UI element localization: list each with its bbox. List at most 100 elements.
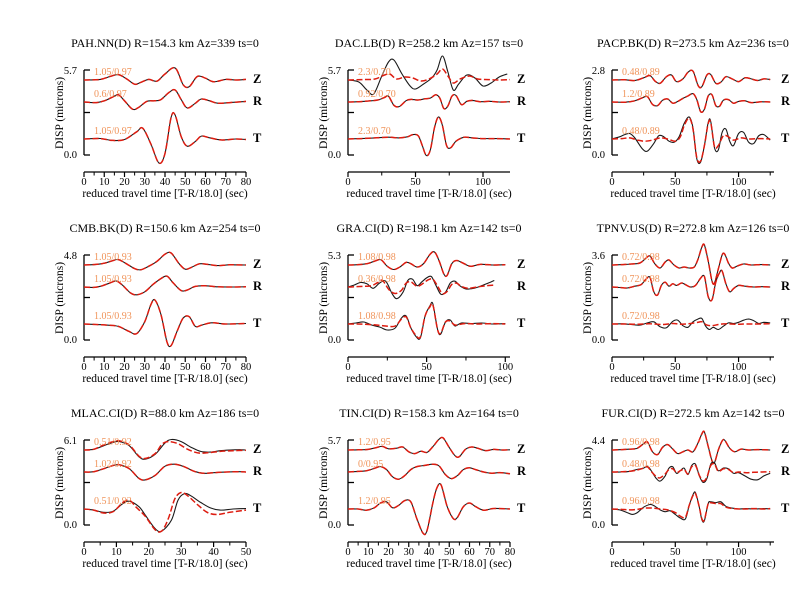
x-tick-label: 20 bbox=[383, 547, 394, 558]
x-tick-label: 40 bbox=[208, 547, 219, 558]
x-tick-label: 30 bbox=[176, 547, 187, 558]
channel-label-t: T bbox=[253, 316, 262, 330]
y-axis-title: DISP (microns) bbox=[54, 447, 66, 519]
subplot-cmb-bk: CMB.BK(D) R=150.6 km Az=254 ts=0 4.8 0.0 DI… bbox=[0, 213, 264, 398]
waveform-plot: TIN.CI(D) R=158.3 km Az=164 ts=0 5.7 0.0DI… bbox=[318, 406, 527, 570]
waveform-plot: PACP.BK(D) R=273.5 km Az=236 ts=0 2.8 0.0D… bbox=[582, 36, 791, 200]
channel-label-r: R bbox=[253, 279, 263, 293]
waveform-plot: DAC.LB(D) R=258.2 km Az=157 ts=0 5.7 0.0DI… bbox=[318, 36, 527, 200]
trace-synthetic-z bbox=[83, 66, 247, 89]
trace-synthetic-t bbox=[83, 298, 247, 348]
y-axis-max-label: 4.4 bbox=[592, 436, 606, 447]
x-tick-label: 100 bbox=[731, 547, 747, 558]
channel-label-r: R bbox=[253, 94, 263, 108]
subplot-pacp-bk: PACP.BK(D) R=273.5 km Az=236 ts=0 2.8 0.0 D… bbox=[528, 28, 792, 213]
x-tick-label: 20 bbox=[119, 362, 130, 373]
subplot-title: FUR.CI(D) R=272.5 km Az=142 ts=0 bbox=[602, 406, 785, 420]
trace-observed-t bbox=[347, 483, 511, 536]
channel-label-t: T bbox=[781, 501, 790, 515]
trace-ratio-label: 0.51/0.92 bbox=[94, 437, 132, 448]
trace-ratio-label: 2.3/0.70 bbox=[358, 67, 391, 78]
x-axis-title: reduced travel time [T-R/18.0] (sec) bbox=[82, 188, 247, 200]
subplot-title: TIN.CI(D) R=158.3 km Az=164 ts=0 bbox=[339, 406, 519, 420]
trace-synthetic-z bbox=[611, 243, 771, 285]
x-tick-label: 70 bbox=[221, 177, 232, 188]
subplot-fur-ci: FUR.CI(D) R=272.5 km Az=142 ts=0 4.4 0.0 DI… bbox=[528, 398, 792, 583]
trace-synthetic-r bbox=[83, 463, 247, 481]
trace-synthetic-z bbox=[611, 69, 771, 89]
trace-synthetic-z bbox=[347, 436, 511, 459]
y-axis-title: DISP (microns) bbox=[582, 77, 594, 149]
subplot-pah-nn: PAH.NN(D) R=154.3 km Az=339 ts=0 5.7 0.0 DI… bbox=[0, 28, 264, 213]
y-axis-zero-label: 0.0 bbox=[328, 520, 341, 531]
trace-synthetic-z bbox=[611, 430, 771, 465]
x-tick-label: 50 bbox=[444, 547, 455, 558]
trace-synthetic-t bbox=[347, 116, 511, 157]
channel-label-z: Z bbox=[253, 72, 261, 86]
waveform-plot: FUR.CI(D) R=272.5 km Az=142 ts=0 4.4 0.0DI… bbox=[582, 406, 791, 570]
channel-label-t: T bbox=[253, 131, 262, 145]
x-tick-label: 10 bbox=[99, 177, 110, 188]
x-tick-label: 10 bbox=[363, 547, 374, 558]
trace-ratio-label: 0.92/0.70 bbox=[358, 89, 396, 100]
y-axis-title: DISP (microns) bbox=[318, 447, 330, 519]
trace-ratio-label: 1.08/0.98 bbox=[358, 252, 396, 263]
x-tick-label: 80 bbox=[241, 177, 252, 188]
trace-ratio-label: 0.6/0.97 bbox=[94, 89, 127, 100]
waveform-plot: CMB.BK(D) R=150.6 km Az=254 ts=0 4.8 0.0DI… bbox=[54, 221, 263, 385]
channel-label-r: R bbox=[253, 464, 263, 478]
y-axis-max-label: 4.8 bbox=[64, 251, 77, 262]
trace-observed-t bbox=[611, 317, 771, 331]
waveform-plot: GRA.CI(D) R=198.1 km Az=142 ts=0 5.3 0.0DI… bbox=[318, 221, 527, 385]
y-axis-max-label: 2.8 bbox=[592, 66, 605, 77]
x-tick-label: 70 bbox=[485, 547, 496, 558]
channel-label-z: Z bbox=[781, 257, 789, 271]
trace-synthetic-t bbox=[83, 111, 247, 165]
waveform-plot: TPNV.US(D) R=272.8 km Az=126 ts=0 3.6 0.0D… bbox=[582, 221, 791, 385]
x-tick-label: 50 bbox=[180, 177, 191, 188]
subplot-title: GRA.CI(D) R=198.1 km Az=142 ts=0 bbox=[337, 221, 522, 235]
x-tick-label: 0 bbox=[81, 362, 86, 373]
subplot-title: CMB.BK(D) R=150.6 km Az=254 ts=0 bbox=[70, 221, 261, 235]
x-tick-label: 30 bbox=[140, 177, 151, 188]
channel-label-t: T bbox=[781, 316, 790, 330]
y-axis-max-label: 5.7 bbox=[64, 66, 77, 77]
trace-synthetic-r bbox=[611, 462, 771, 482]
x-axis-title: reduced travel time [T-R/18.0] (sec) bbox=[346, 188, 511, 200]
trace-observed-t bbox=[83, 112, 247, 164]
channel-label-r: R bbox=[781, 279, 791, 293]
trace-synthetic-t bbox=[347, 302, 506, 339]
y-axis-max-label: 5.7 bbox=[328, 436, 341, 447]
channel-label-z: Z bbox=[517, 257, 525, 271]
trace-synthetic-r bbox=[83, 275, 247, 296]
x-tick-label: 40 bbox=[160, 177, 171, 188]
trace-synthetic-z bbox=[347, 68, 511, 84]
x-tick-label: 100 bbox=[731, 177, 747, 188]
x-tick-label: 0 bbox=[609, 362, 614, 373]
x-tick-label: 0 bbox=[81, 547, 86, 558]
channel-label-t: T bbox=[517, 131, 526, 145]
x-tick-label: 50 bbox=[180, 362, 191, 373]
trace-ratio-label: 0.48/0.89 bbox=[622, 67, 660, 78]
waveform-plot: MLAC.CI(D) R=88.0 km Az=186 ts=0 6.1 0.0DI… bbox=[54, 406, 263, 570]
x-axis-title: reduced travel time [T-R/18.0] (sec) bbox=[610, 558, 775, 570]
trace-ratio-label: 1.2/0.89 bbox=[622, 89, 655, 100]
y-axis-zero-label: 0.0 bbox=[592, 520, 605, 531]
trace-synthetic-r bbox=[611, 92, 771, 114]
trace-ratio-label: 1.05/0.97 bbox=[94, 126, 132, 137]
trace-ratio-label: 1.05/0.93 bbox=[94, 252, 132, 263]
channel-label-t: T bbox=[781, 131, 790, 145]
y-axis-max-label: 5.7 bbox=[328, 66, 341, 77]
x-tick-label: 40 bbox=[160, 362, 171, 373]
y-axis-zero-label: 0.0 bbox=[64, 150, 77, 161]
trace-synthetic-r bbox=[347, 93, 511, 110]
x-tick-label: 50 bbox=[421, 362, 432, 373]
x-tick-label: 30 bbox=[404, 547, 415, 558]
x-tick-label: 40 bbox=[424, 547, 435, 558]
trace-synthetic-t bbox=[611, 117, 771, 163]
x-tick-label: 100 bbox=[497, 362, 513, 373]
trace-synthetic-t bbox=[612, 320, 771, 327]
trace-synthetic-z bbox=[83, 251, 247, 271]
trace-ratio-label: 0.48/0.89 bbox=[622, 126, 660, 137]
x-tick-label: 10 bbox=[99, 362, 110, 373]
